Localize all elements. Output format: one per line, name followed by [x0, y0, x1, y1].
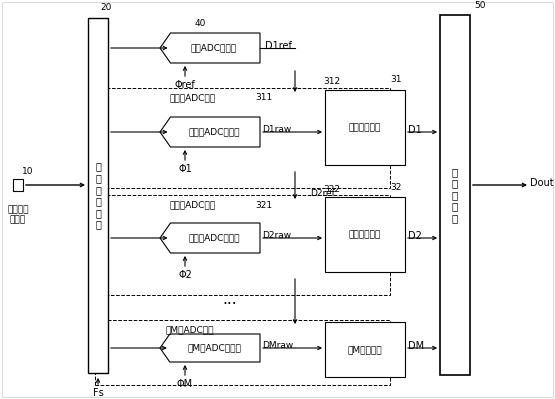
Text: 311: 311 [255, 93, 273, 103]
Text: ΦM: ΦM [177, 379, 193, 389]
FancyBboxPatch shape [325, 197, 405, 272]
Text: D2: D2 [408, 231, 422, 241]
FancyBboxPatch shape [13, 179, 23, 191]
Text: 采
样
保
持
电
路: 采 样 保 持 电 路 [95, 162, 101, 229]
Text: Φ1: Φ1 [178, 164, 192, 174]
Text: 10: 10 [22, 166, 34, 176]
Text: 模拟信号
输入端: 模拟信号 输入端 [7, 205, 29, 225]
Text: ···: ··· [223, 298, 238, 312]
Polygon shape [160, 117, 260, 147]
Text: 31: 31 [390, 75, 402, 85]
FancyBboxPatch shape [440, 15, 470, 375]
Text: 第M校准模块: 第M校准模块 [347, 345, 382, 354]
Text: 第二子ADC转换器: 第二子ADC转换器 [188, 233, 240, 243]
FancyBboxPatch shape [325, 322, 405, 377]
Text: 第一校准模块: 第一校准模块 [349, 123, 381, 132]
Text: Φ2: Φ2 [178, 270, 192, 280]
Polygon shape [160, 334, 260, 362]
Text: Fs: Fs [93, 388, 103, 398]
Text: 312: 312 [323, 77, 340, 87]
Text: 32: 32 [390, 182, 402, 192]
Text: 第二校准模块: 第二校准模块 [349, 230, 381, 239]
Text: 321: 321 [255, 201, 272, 209]
Text: 第M子ADC通道: 第M子ADC通道 [165, 326, 214, 334]
Text: 20: 20 [100, 4, 112, 12]
FancyBboxPatch shape [325, 90, 405, 165]
Text: 参考ADC转换器: 参考ADC转换器 [191, 43, 237, 53]
Text: D1ref: D1ref [265, 41, 292, 51]
FancyBboxPatch shape [88, 18, 108, 373]
Text: D1: D1 [408, 125, 422, 135]
Text: Φref: Φref [175, 80, 195, 90]
Polygon shape [160, 33, 260, 63]
Text: 322: 322 [323, 184, 340, 194]
Text: 第M子ADC转换器: 第M子ADC转换器 [187, 344, 241, 352]
Text: 第一子ADC通道: 第一子ADC通道 [170, 93, 216, 103]
Text: 第一子ADC转换器: 第一子ADC转换器 [188, 128, 240, 136]
Text: D1raw: D1raw [262, 126, 291, 134]
Text: DMraw: DMraw [262, 342, 293, 350]
Text: 数
据
选
择
器: 数 据 选 择 器 [452, 167, 458, 223]
Text: Dout: Dout [530, 178, 554, 188]
Text: DM: DM [408, 341, 424, 351]
Text: D2raw: D2raw [262, 231, 291, 241]
Text: 50: 50 [475, 0, 486, 10]
Text: 第二子ADC通道: 第二子ADC通道 [170, 201, 216, 209]
Polygon shape [160, 223, 260, 253]
Text: 40: 40 [194, 20, 206, 28]
Text: D2ref: D2ref [310, 190, 335, 198]
